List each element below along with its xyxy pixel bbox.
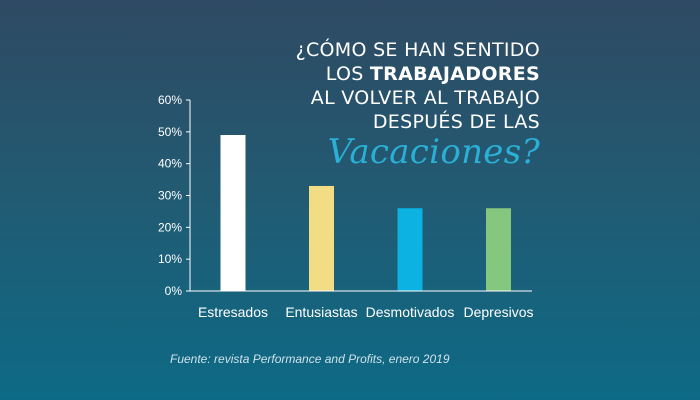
x-category-label: Desmotivados — [366, 304, 455, 320]
y-tick-label: 40% — [158, 157, 182, 171]
bar-desmotivados — [397, 208, 423, 291]
bar-entusiastas — [309, 185, 334, 291]
title-line-4: DESPUÉS DE LAS — [372, 111, 540, 133]
bar-depresivos — [486, 208, 511, 291]
x-category-label: Entusiastas — [285, 304, 357, 320]
y-tick-label: 0% — [165, 284, 183, 298]
x-category-label: Estresados — [198, 304, 268, 320]
y-tick-label: 60% — [158, 93, 182, 107]
title-line-5-script: Vacaciones? — [327, 132, 540, 172]
title-line-3: AL VOLVER AL TRABAJO — [310, 87, 540, 109]
y-axis: 0% 10% 20% 30% 40% 50% 60% — [158, 93, 191, 298]
bar-estresados — [220, 135, 246, 291]
x-axis: Estresados Entusiastas Desmotivados Depresi… — [190, 290, 534, 320]
chart-title: ¿CÓMO SE HAN SENTIDO LOS TRABAJADORES AL… — [296, 38, 540, 172]
bars-group — [220, 135, 511, 291]
y-tick-label: 50% — [158, 125, 182, 139]
y-tick-label: 10% — [158, 252, 182, 266]
source-note: Fuente: revista Performance and Profits,… — [170, 352, 450, 366]
x-category-label: Depresivos — [463, 304, 533, 320]
y-tick-label: 30% — [158, 189, 182, 203]
title-line-2: LOS TRABAJADORES — [296, 62, 540, 86]
title-line-2-prefix: LOS — [325, 63, 370, 85]
y-tick-label: 20% — [158, 220, 182, 234]
title-line-2-emphasis: TRABAJADORES — [369, 63, 540, 85]
title-line-1: ¿CÓMO SE HAN SENTIDO — [295, 39, 540, 61]
